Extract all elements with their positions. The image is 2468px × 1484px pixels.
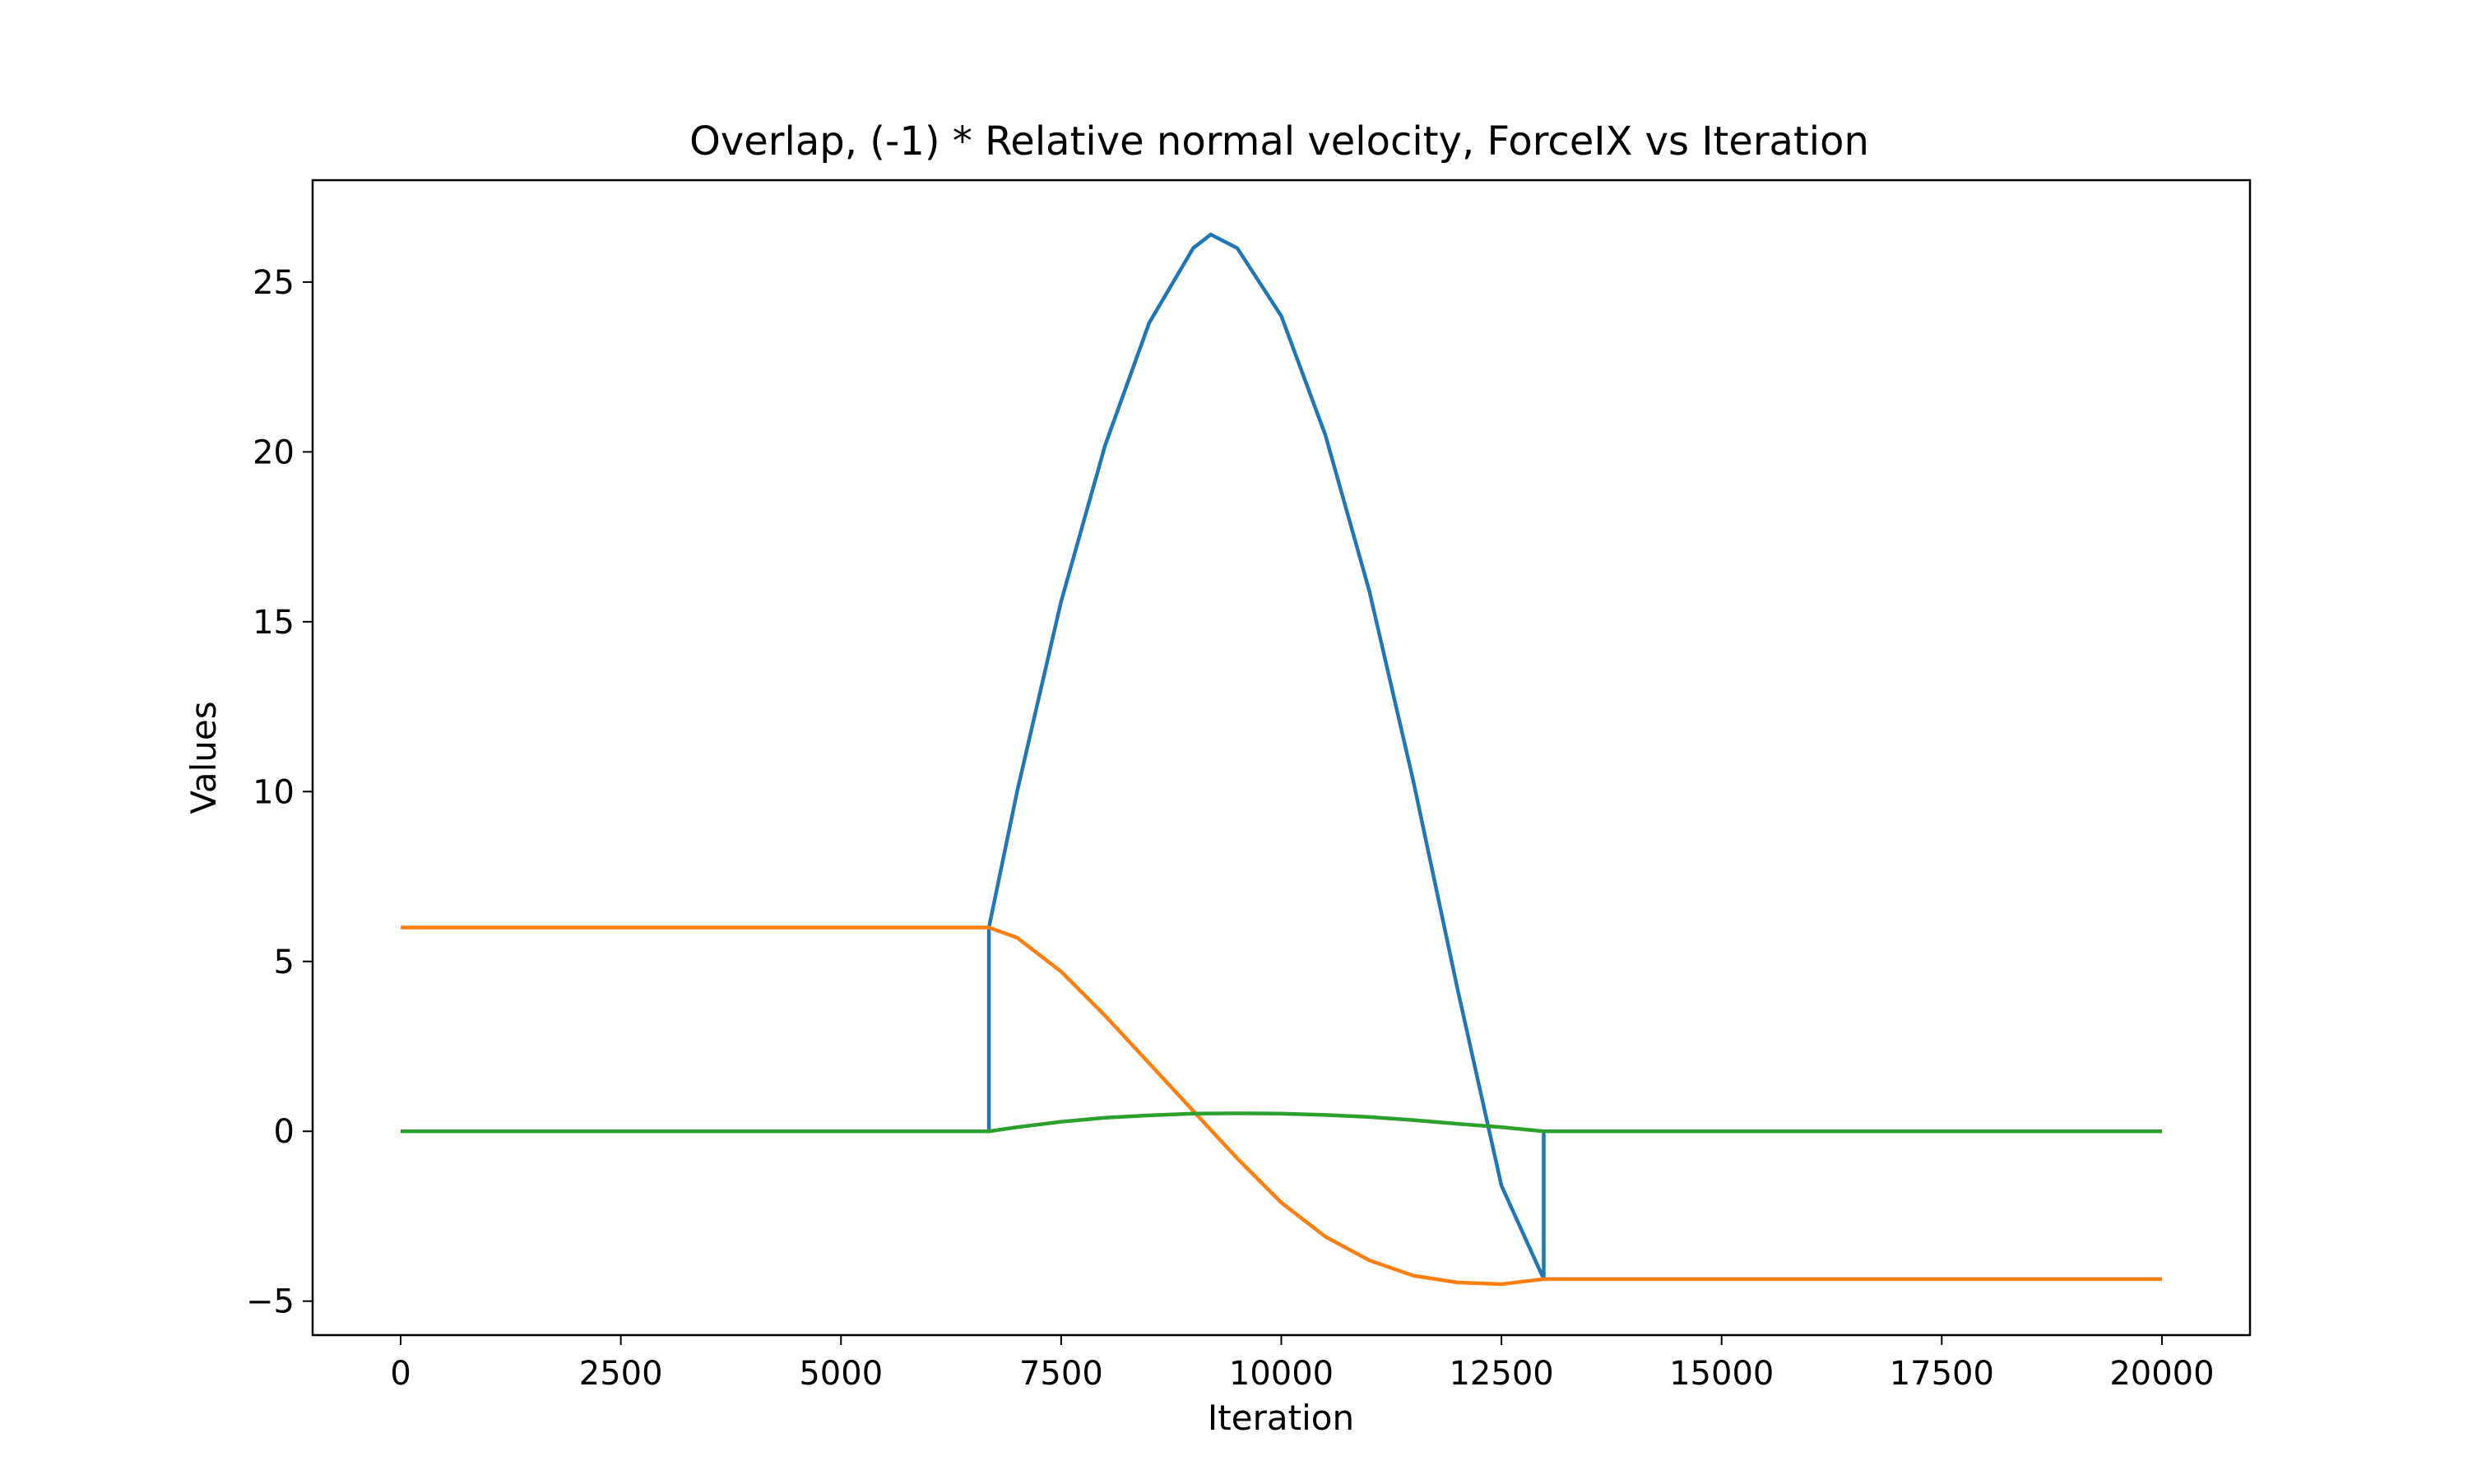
x-tick-label: 20000 <box>2109 1355 2214 1393</box>
y-tick-label: 5 <box>274 944 295 981</box>
x-tick-label: 5000 <box>799 1355 883 1393</box>
x-tick-label: 2500 <box>579 1355 663 1393</box>
x-tick-label: 17500 <box>1890 1355 1994 1393</box>
x-tick-label: 15000 <box>1669 1355 1774 1393</box>
y-tick-label: 0 <box>274 1113 295 1151</box>
y-tick-label: −5 <box>246 1283 295 1321</box>
x-tick-label: 7500 <box>1019 1355 1103 1393</box>
y-tick-label: 20 <box>253 434 295 471</box>
plot-area <box>401 232 2162 1287</box>
y-tick-label: 15 <box>253 604 295 642</box>
x-tick-label: 0 <box>390 1355 411 1393</box>
chart-title: Overlap, (-1) * Relative normal velocity… <box>689 118 1869 165</box>
y-tick-label: 25 <box>253 264 295 302</box>
series-line-1 <box>401 232 2162 1282</box>
y-axis: −5 0 5 10 15 20 25 <box>246 264 313 1321</box>
series-line-2 <box>401 925 2162 1287</box>
x-tick-label: 12500 <box>1449 1355 1553 1393</box>
x-tick-label: 10000 <box>1229 1355 1334 1393</box>
y-tick-label: 10 <box>253 773 295 811</box>
x-axis-label: Iteration <box>1208 1398 1354 1438</box>
series-line-3 <box>401 1111 2162 1134</box>
y-axis-label: Values <box>183 701 224 814</box>
x-axis: 0 2500 5000 7500 10000 12500 15000 17500 20000 <box>390 1335 2215 1393</box>
